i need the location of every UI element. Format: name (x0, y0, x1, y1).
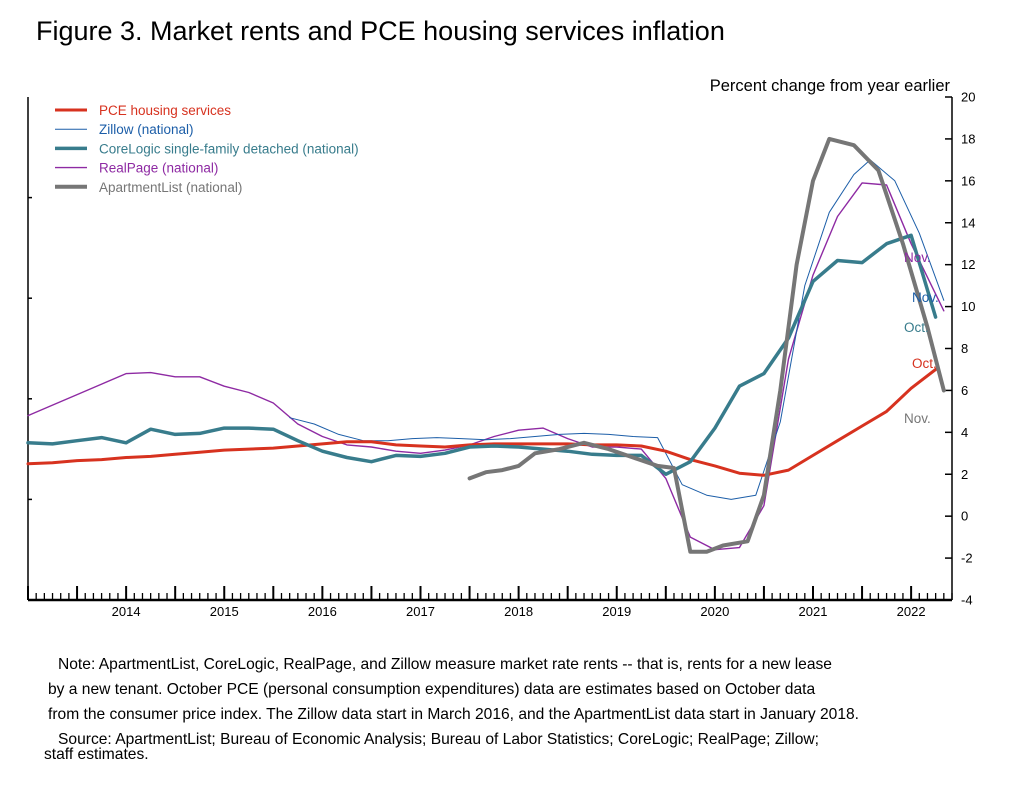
y-tick-label: 2 (961, 467, 968, 482)
x-tick-label: 2018 (504, 604, 533, 619)
y-tick-label: 18 (961, 131, 975, 146)
legend-label: Zillow (national) (99, 122, 194, 137)
legend-label: PCE housing services (99, 103, 231, 118)
legend-label: CoreLogic single-family detached (nation… (99, 141, 359, 156)
chart-axes: -4 -2 0 2 4 6 8 10 12 14 16 18 20 Percent change from… (27, 77, 975, 619)
series-end-label: Oct. (912, 356, 937, 371)
series-end-label: Nov. (912, 290, 939, 305)
x-tick-label: 2020 (700, 604, 729, 619)
series-line (27, 182, 945, 551)
series-end-label: Oct. (904, 320, 929, 335)
y-tick-label: 4 (961, 425, 968, 440)
series-end-label: Nov. (904, 411, 931, 426)
y-tick-label: 12 (961, 257, 975, 272)
series-end-label: Nov. (904, 250, 931, 265)
y-tick-label: 14 (961, 215, 975, 230)
x-tick-label: 2015 (210, 604, 239, 619)
source-line: staff estimates. (44, 746, 149, 763)
x-tick-label: 2016 (308, 604, 337, 619)
x-tick-label: 2022 (897, 604, 926, 619)
x-tick-label: 2019 (602, 604, 631, 619)
line-chart: -4 -2 0 2 4 6 8 10 12 14 16 18 20 Percent change from… (26, 77, 975, 619)
chart-notes: Note: ApartmentList, CoreLogic, RealPage… (44, 652, 1004, 762)
series-line (289, 159, 945, 500)
y-tick-label: 20 (961, 90, 975, 105)
note-line: from the consumer price index. The Zillo… (48, 706, 860, 723)
y-tick-label: 8 (961, 341, 968, 356)
series-line (26, 233, 938, 477)
series-line (467, 136, 946, 554)
y-tick-label: -2 (961, 551, 973, 566)
x-tick-label: 2017 (406, 604, 435, 619)
legend-label: RealPage (national) (99, 161, 218, 176)
series-line (26, 368, 938, 477)
x-tick-label: 2021 (799, 604, 828, 619)
end-labels: Oct. Nov. Oct. Nov. Nov. (904, 250, 939, 426)
y-tick-label: 10 (961, 299, 975, 314)
chart-legend: PCE housing services Zillow (national) Cor… (55, 103, 359, 195)
x-tick-label: 2014 (112, 604, 141, 619)
note-line: by a new tenant. October PCE (personal c… (48, 681, 816, 698)
figure-title: Figure 3. Market rents and PCE housing s… (36, 16, 725, 46)
source-line: Source: ApartmentList; Bureau of Economi… (58, 731, 820, 748)
legend-label: ApartmentList (national) (99, 180, 242, 195)
note-line: Note: ApartmentList, CoreLogic, RealPage… (58, 656, 832, 673)
y-tick-label: -4 (961, 593, 973, 608)
y-tick-label: 6 (961, 383, 968, 398)
y-tick-label: 0 (961, 509, 968, 524)
y-axis-title: Percent change from year earlier (710, 77, 951, 95)
y-tick-label: 16 (961, 173, 975, 188)
chart-lines (26, 136, 946, 554)
